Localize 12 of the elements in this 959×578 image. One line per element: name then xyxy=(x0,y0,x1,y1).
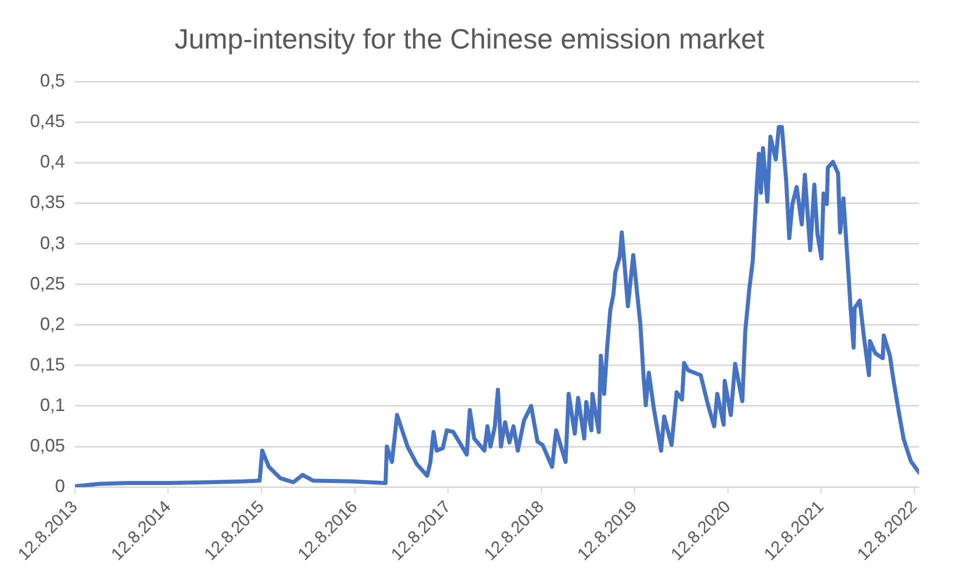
y-tick-label: 0,1 xyxy=(40,394,66,415)
y-tick-label: 0,3 xyxy=(40,232,66,253)
y-tick-label: 0,35 xyxy=(30,192,66,212)
y-tick-label: 0,2 xyxy=(40,314,66,334)
y-tick-label: 0,05 xyxy=(30,436,66,456)
y-tick-label: 0,5 xyxy=(40,70,66,91)
y-tick-label: 0,45 xyxy=(30,111,66,132)
y-tick-label: 0,4 xyxy=(40,152,66,172)
y-tick-label: 0,15 xyxy=(30,354,66,374)
chart-title: Jump-intensity for the Chinese emission market xyxy=(174,24,765,55)
y-tick-label: 0,25 xyxy=(30,273,66,294)
y-tick-label: 0 xyxy=(55,476,66,496)
